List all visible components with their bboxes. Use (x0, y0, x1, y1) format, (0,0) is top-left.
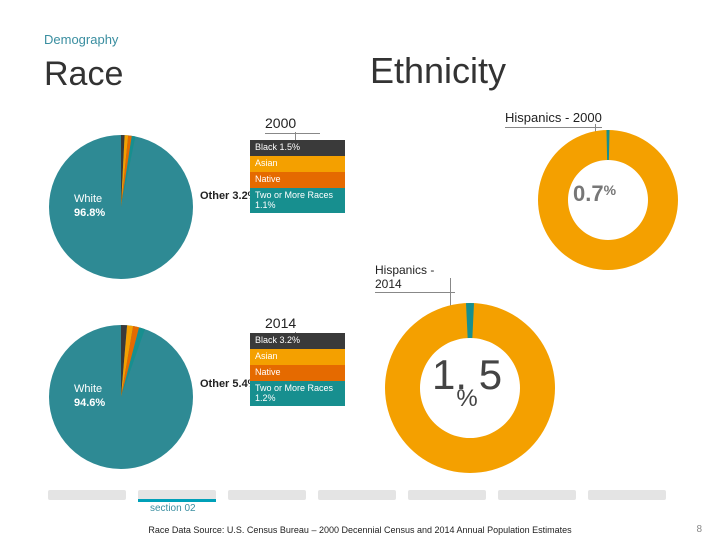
donut-2014-unit: % (432, 388, 502, 410)
breakdown-2000: Black 1.5%AsianNativeTwo or More Races 1… (250, 140, 345, 213)
breakdown-row: Black 3.2% (250, 333, 345, 349)
progress-segment (588, 490, 666, 500)
pie-other-label-2014: Other 5.4% (200, 378, 257, 390)
donut-2000-value: 0.7 (573, 181, 604, 206)
pie-chart-race-2000: White 96.8% (44, 130, 199, 290)
progress-segment (318, 490, 396, 500)
breakdown-row: Two or More Races 1.2% (250, 381, 345, 407)
breakdown-row: Native (250, 365, 345, 381)
progress-segment (138, 490, 216, 500)
progress-segment (498, 490, 576, 500)
year-label-2014: 2014 (265, 315, 320, 334)
page-number: 8 (696, 524, 702, 535)
section-progress (48, 490, 666, 500)
donut-ethnicity-2014: 1. 5 % (380, 298, 560, 483)
breakdown-row: Asian (250, 156, 345, 172)
hispanic-label-2014: Hispanics - 2014 (375, 263, 455, 293)
progress-segment (48, 490, 126, 500)
pie-white-value: 96.8% (74, 206, 105, 220)
pie-chart-race-2014: White 94.6% (44, 320, 199, 480)
breakdown-row: Black 1.5% (250, 140, 345, 156)
progress-segment (408, 490, 486, 500)
breakdown-2014: Black 3.2%AsianNativeTwo or More Races 1… (250, 333, 345, 406)
section-label: section 02 (150, 503, 196, 514)
eyebrow-label: Demography (44, 32, 118, 47)
title-race: Race (44, 55, 123, 94)
source-note: Race Data Source: U.S. Census Bureau – 2… (0, 525, 720, 535)
progress-segment (228, 490, 306, 500)
breakdown-row: Two or More Races 1.1% (250, 188, 345, 214)
pie-white-label: White (74, 382, 105, 396)
pie-white-label: White (74, 192, 105, 206)
donut-2000-unit: % (604, 182, 616, 198)
title-ethnicity: Ethnicity (370, 50, 506, 92)
breakdown-row: Native (250, 172, 345, 188)
donut-ethnicity-2000: 0.7% (533, 125, 683, 280)
year-label-2000: 2000 (265, 115, 320, 134)
pie-white-value: 94.6% (74, 396, 105, 410)
pie-other-label-2000: Other 3.2% (200, 190, 257, 202)
breakdown-row: Asian (250, 349, 345, 365)
